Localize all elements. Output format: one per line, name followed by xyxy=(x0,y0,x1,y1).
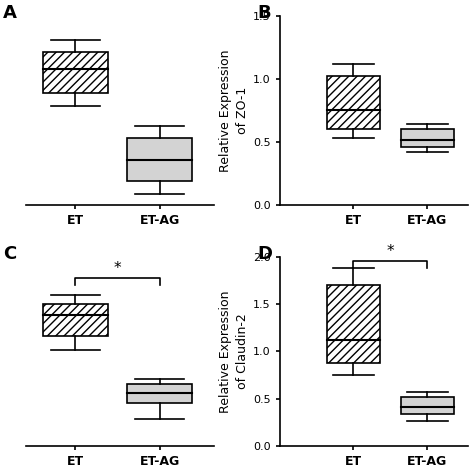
Text: B: B xyxy=(257,4,271,22)
Y-axis label: Relative Expression
of Claudin-2: Relative Expression of Claudin-2 xyxy=(219,290,249,413)
Bar xyxy=(43,304,108,336)
Bar xyxy=(128,138,192,181)
Bar xyxy=(401,129,454,147)
Bar xyxy=(128,384,192,403)
Bar xyxy=(327,76,380,129)
Bar xyxy=(43,52,108,93)
Text: *: * xyxy=(114,261,121,276)
Text: D: D xyxy=(257,245,272,263)
Y-axis label: Relative Expression
of ZO-1: Relative Expression of ZO-1 xyxy=(219,49,249,172)
Bar xyxy=(327,285,380,363)
Text: A: A xyxy=(3,4,17,22)
Text: *: * xyxy=(387,245,394,259)
Bar xyxy=(401,397,454,414)
Text: C: C xyxy=(3,245,16,263)
